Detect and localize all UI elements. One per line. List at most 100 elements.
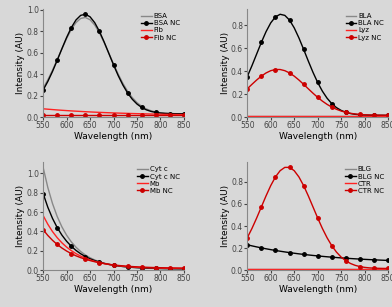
CTR — [353, 267, 358, 270]
BSA NC — [55, 59, 60, 62]
Mb — [102, 262, 107, 266]
Fib — [167, 113, 172, 116]
Mb NC — [60, 246, 64, 250]
CTR — [306, 267, 310, 270]
BLA — [297, 114, 301, 118]
BLA NC — [325, 96, 329, 100]
BLA NC — [245, 75, 250, 78]
BLG NC — [306, 253, 310, 257]
Cyt c NC — [41, 192, 45, 195]
Mb NC — [102, 262, 107, 266]
Lyz — [292, 114, 297, 118]
BSA NC — [125, 91, 130, 95]
Lyz — [301, 114, 306, 118]
Mb NC — [111, 263, 116, 267]
Cyt c NC — [139, 266, 144, 270]
Mb — [149, 266, 153, 270]
BLG — [353, 267, 358, 270]
Fib NC — [102, 113, 107, 117]
BLA — [301, 114, 306, 118]
Lyz — [339, 114, 343, 118]
BLA — [259, 114, 264, 118]
BLG NC — [339, 256, 343, 260]
Line: Mb NC: Mb NC — [42, 228, 186, 270]
BLG NC — [348, 257, 353, 260]
Mb — [158, 266, 163, 270]
BLA NC — [358, 113, 362, 117]
Fib NC — [55, 113, 60, 117]
CTR NC — [264, 194, 269, 198]
Fib — [45, 107, 50, 111]
Fib — [102, 111, 107, 115]
CTR NC — [381, 266, 386, 270]
Lyz NC — [245, 87, 250, 91]
BLA — [381, 114, 386, 118]
Mb — [97, 261, 102, 264]
BLG — [250, 267, 254, 270]
Mb — [83, 256, 88, 260]
BLG NC — [315, 254, 320, 258]
Fib NC — [125, 113, 130, 117]
Lyz NC — [297, 78, 301, 82]
BLA NC — [339, 109, 343, 112]
Cyt c — [50, 202, 55, 205]
Cyt c NC — [116, 264, 121, 268]
Cyt c NC — [134, 266, 139, 270]
CTR NC — [358, 265, 362, 268]
Mb NC — [139, 265, 144, 269]
BLA — [329, 114, 334, 118]
BLA NC — [301, 48, 306, 51]
Lyz — [306, 114, 310, 118]
Fib — [107, 111, 111, 115]
BLG NC — [325, 255, 329, 258]
Lyz — [278, 114, 283, 118]
BLG NC — [386, 258, 390, 262]
Mb NC — [83, 257, 88, 261]
Line: Fib: Fib — [43, 109, 184, 115]
Mb NC — [69, 252, 74, 255]
Lyz — [372, 114, 376, 118]
CTR NC — [245, 236, 250, 239]
CTR — [358, 267, 362, 270]
Cyt c — [163, 267, 167, 270]
BLG — [254, 267, 259, 270]
BSA NC — [78, 14, 83, 17]
BLG — [310, 267, 315, 270]
Fib — [41, 107, 45, 111]
Mb — [167, 266, 172, 270]
Legend: BLG, BLG NC, CTR, CTR NC: BLG, BLG NC, CTR, CTR NC — [345, 166, 385, 194]
CTR — [245, 267, 250, 270]
Mb NC — [41, 228, 45, 231]
Lyz — [358, 114, 362, 118]
CTR — [376, 267, 381, 270]
Lyz NC — [301, 83, 306, 86]
Cyt c — [60, 225, 64, 229]
BSA NC — [121, 83, 125, 87]
CTR — [297, 267, 301, 270]
BSA NC — [64, 36, 69, 39]
BLG NC — [353, 257, 358, 261]
Fib — [97, 111, 102, 114]
BSA — [149, 109, 153, 113]
CTR NC — [287, 165, 292, 169]
BLG — [367, 267, 372, 270]
BSA NC — [139, 106, 144, 109]
Mb — [134, 266, 139, 269]
Mb NC — [50, 239, 55, 242]
Lyz NC — [372, 113, 376, 117]
CTR NC — [297, 175, 301, 179]
BSA NC — [172, 112, 177, 115]
BLA NC — [334, 106, 339, 110]
BLG NC — [283, 250, 287, 254]
Fib — [153, 112, 158, 116]
Lyz NC — [329, 105, 334, 109]
Mb — [60, 241, 64, 245]
BLG — [334, 267, 339, 270]
BLG — [325, 267, 329, 270]
BLG — [372, 267, 376, 270]
Cyt c NC — [88, 257, 93, 261]
BSA NC — [153, 111, 158, 114]
Fib — [121, 111, 125, 115]
BLA — [273, 114, 278, 118]
BSA NC — [69, 26, 74, 29]
